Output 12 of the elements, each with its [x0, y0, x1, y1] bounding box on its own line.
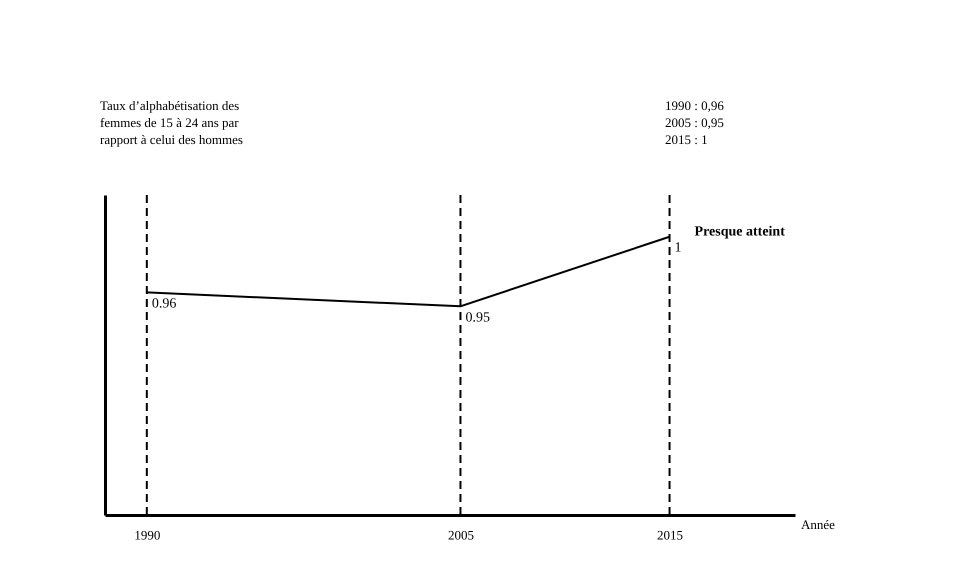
- x-axis-title: Année: [801, 517, 836, 532]
- annotation: Presque atteint: [694, 224, 786, 240]
- x-tick-label: 1990: [134, 528, 160, 542]
- text: 2005 : 0,95: [665, 115, 724, 130]
- x-tick-label: 2015: [657, 528, 684, 542]
- y-axis-title: Taux d’alphabétisation des femmes de 15 à 24 ans par rapport à celui des hommes: [100, 98, 243, 147]
- data-label: 0.95: [465, 310, 490, 326]
- data-label: 0.96: [152, 296, 176, 312]
- data-label: 1: [674, 240, 682, 256]
- x-tick-label: 2005: [448, 528, 474, 542]
- text: 1990 : 0,96: [665, 98, 724, 113]
- text: 2015 : 1: [665, 132, 708, 147]
